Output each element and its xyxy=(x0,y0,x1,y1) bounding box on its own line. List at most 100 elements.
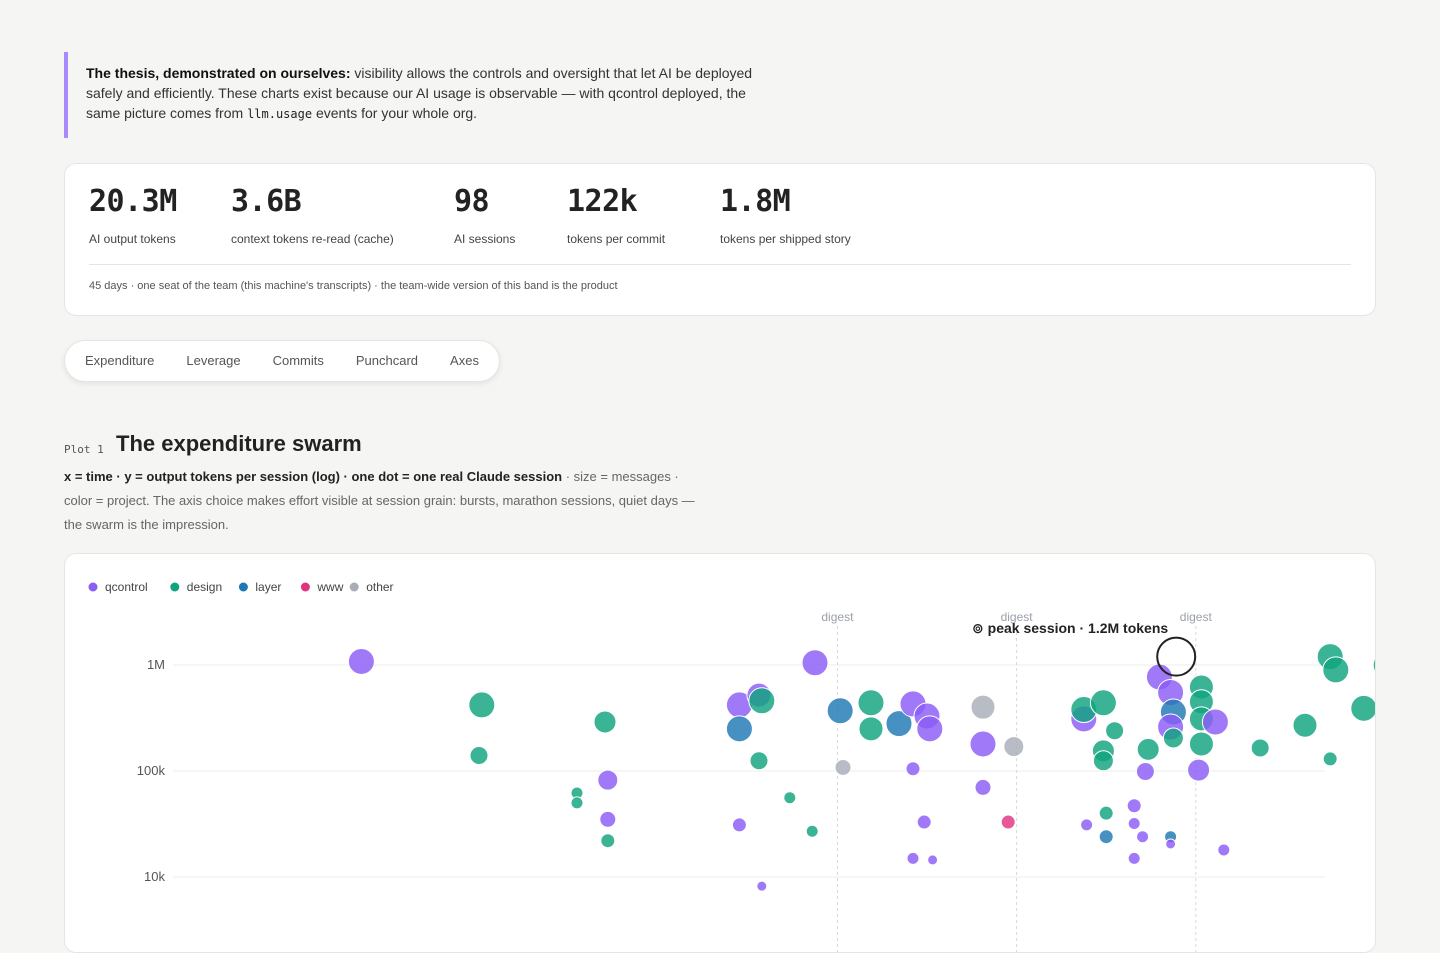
stat-label: tokens per shipped story xyxy=(720,232,851,246)
session-dot-qcontrol xyxy=(905,761,921,777)
session-dot-design xyxy=(749,751,769,771)
tab-leverage[interactable]: Leverage xyxy=(186,353,241,368)
plot-tabs: Expenditure Leverage Commits Punchcard A… xyxy=(64,340,500,382)
session-dot-layer xyxy=(885,710,913,738)
session-dot-qcontrol xyxy=(731,817,747,833)
tab-commits[interactable]: Commits xyxy=(272,353,324,368)
session-dot-design xyxy=(783,791,797,805)
session-dot-qcontrol xyxy=(599,810,617,828)
session-dot-design xyxy=(805,824,819,838)
stat-value: 98 xyxy=(454,184,490,219)
digest-marker-label: digest xyxy=(1180,610,1213,624)
peak-annotation: ⊚ peak session · 1.2M tokens xyxy=(972,620,1168,636)
session-dot-design xyxy=(1292,712,1318,738)
session-dot-design xyxy=(593,710,617,734)
plot-description: x = time · y = output tokens per session… xyxy=(64,465,704,537)
session-dot-design xyxy=(858,716,884,742)
callout-code: llm.usage xyxy=(247,107,313,121)
stats-card: 20.3M AI output tokens 3.6B context toke… xyxy=(64,163,1376,316)
thesis-callout: The thesis, demonstrated on ourselves: v… xyxy=(64,52,784,138)
stat-sessions: 98 AI sessions xyxy=(454,184,515,246)
session-dot-qcontrol xyxy=(1136,830,1150,844)
tab-punchcard[interactable]: Punchcard xyxy=(355,353,419,368)
stat-cache-tokens: 3.6B context tokens re-read (cache) xyxy=(231,184,394,246)
session-dot-qcontrol xyxy=(1165,838,1177,850)
tab-axes[interactable]: Axes xyxy=(450,353,479,368)
stat-label: AI output tokens xyxy=(89,232,176,246)
session-dot-design xyxy=(1105,721,1125,741)
session-dot-design xyxy=(857,689,885,717)
legend-label-www: www xyxy=(316,580,343,594)
session-dot-qcontrol xyxy=(1127,816,1141,830)
session-dot-qcontrol xyxy=(1135,761,1155,781)
plot-tag: Plot 1 xyxy=(64,443,104,456)
legend-swatch-www xyxy=(300,582,310,592)
session-dot-design xyxy=(1372,657,1375,673)
stat-value: 1.8M xyxy=(720,184,791,219)
callout-tail: events for your whole org. xyxy=(312,105,478,121)
session-dot-qcontrol xyxy=(347,647,375,675)
session-dot-design xyxy=(1098,805,1114,821)
legend-label-design: design xyxy=(187,580,222,594)
chart-card: qcontrol design layer www other 1M 100k 10k dige… xyxy=(64,553,1376,953)
session-dot-qcontrol xyxy=(1217,843,1231,857)
session-dot-qcontrol xyxy=(916,814,932,830)
legend-swatch-other xyxy=(349,582,359,592)
legend-label-layer: layer xyxy=(255,580,281,594)
session-dot-design xyxy=(570,796,584,810)
session-dot-design xyxy=(468,691,496,719)
session-dot-qcontrol xyxy=(927,854,939,866)
session-dot-qcontrol xyxy=(974,778,992,796)
peak-session-ring xyxy=(1156,636,1197,677)
legend-swatch-layer xyxy=(238,582,248,592)
session-dot-qcontrol xyxy=(1080,818,1094,832)
plot-title: The expenditure swarm xyxy=(116,431,362,456)
session-dot-other xyxy=(1003,736,1025,758)
session-dot-www xyxy=(1000,814,1016,830)
stats-footnote: 45 days · one seat of the team (this mac… xyxy=(89,280,618,292)
stat-value: 122k xyxy=(567,184,638,219)
y-tick-label: 100k xyxy=(137,763,166,778)
digest-marker-label: digest xyxy=(1001,610,1034,624)
session-dot-design xyxy=(1250,738,1270,758)
session-dot-qcontrol xyxy=(1187,758,1211,782)
stat-value: 3.6B xyxy=(231,184,302,219)
stat-label: context tokens re-read (cache) xyxy=(231,232,394,246)
session-dot-design xyxy=(748,687,776,715)
stat-label: AI sessions xyxy=(454,232,516,246)
legend-swatch-design xyxy=(170,582,180,592)
session-dot-design xyxy=(1089,689,1117,717)
session-dot-qcontrol xyxy=(906,851,920,865)
y-tick-label: 10k xyxy=(144,869,165,884)
plot-desc-rest: · size = messages · color = project. The… xyxy=(64,469,695,532)
session-dot-qcontrol xyxy=(916,715,944,743)
session-dot-qcontrol xyxy=(1127,851,1141,865)
stat-tokens-per-commit: 122k tokens per commit xyxy=(567,184,665,246)
tab-expenditure[interactable]: Expenditure xyxy=(85,353,155,368)
session-dot-design xyxy=(1350,694,1375,722)
legend-label-other: other xyxy=(366,580,393,594)
session-dot-design xyxy=(1188,731,1214,757)
session-dot-qcontrol xyxy=(801,649,829,677)
stat-label: tokens per commit xyxy=(567,232,666,246)
session-dot-design xyxy=(1322,751,1338,767)
stat-tokens-per-story: 1.8M tokens per shipped story xyxy=(720,184,851,246)
session-dot-design xyxy=(1322,656,1350,684)
session-dot-layer xyxy=(1098,829,1114,845)
legend-label-qcontrol: qcontrol xyxy=(105,580,148,594)
legend-swatch-qcontrol xyxy=(88,582,98,592)
digest-marker-label: digest xyxy=(821,610,854,624)
session-dot-qcontrol xyxy=(969,730,997,758)
callout-lead: The thesis, demonstrated on ourselves: xyxy=(86,65,351,81)
stat-output-tokens: 20.3M AI output tokens xyxy=(89,184,177,246)
stat-value: 20.3M xyxy=(89,184,177,219)
session-dot-other xyxy=(970,694,996,720)
plot-desc-bold: x = time · y = output tokens per session… xyxy=(64,469,563,484)
session-dot-design xyxy=(469,746,489,766)
session-dot-layer xyxy=(725,715,753,743)
session-dot-design xyxy=(600,833,616,849)
session-dot-other xyxy=(834,758,852,776)
session-dot-layer xyxy=(826,697,854,725)
session-dot-qcontrol xyxy=(1126,798,1142,814)
session-dot-qcontrol xyxy=(756,880,768,892)
